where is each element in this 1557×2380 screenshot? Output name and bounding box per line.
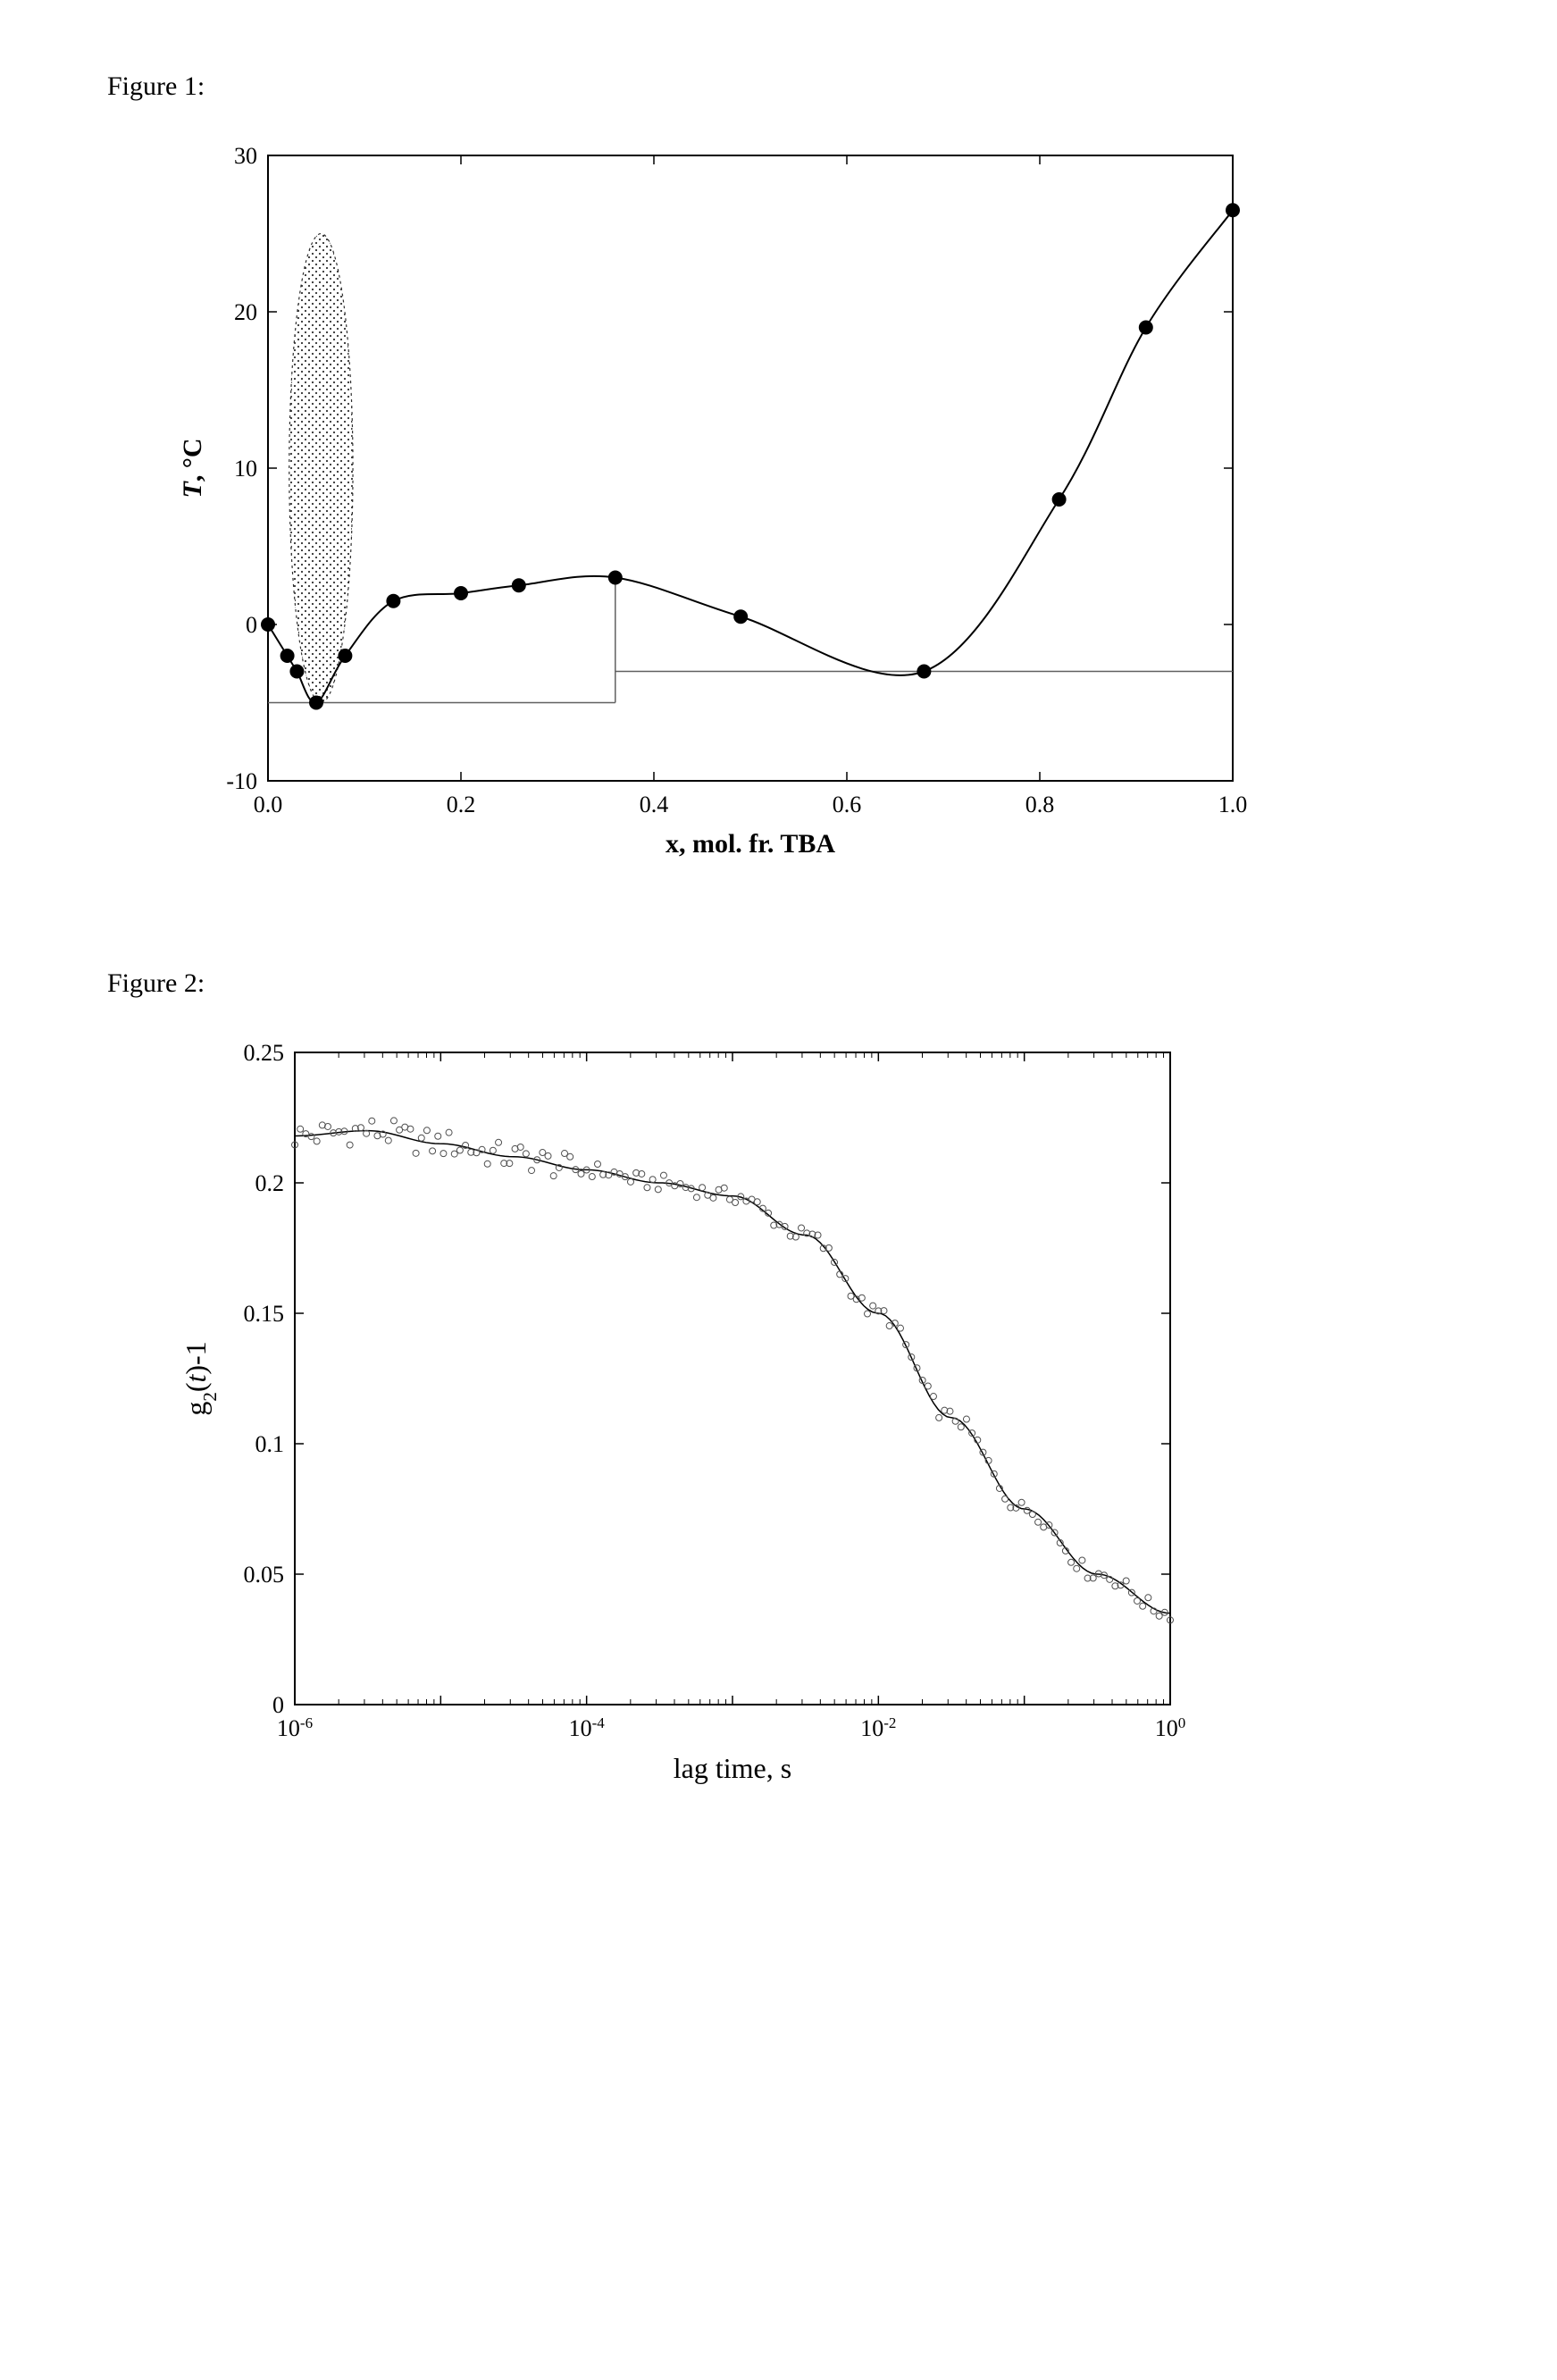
figure-2-chart-wrap: 10-6 10-4 10-2 100 0 0.05 0.1 0.15 0.2 0.25 lag ti… xyxy=(161,1035,1450,1803)
svg-text:0.05: 0.05 xyxy=(244,1562,285,1588)
svg-text:lag time, s: lag time, s xyxy=(674,1752,791,1784)
figure-1-block: Figure 1: 0.0 0.2 0.4 0.6 0.8 1.0 -10 0 10 20 30 x,… xyxy=(107,71,1450,879)
svg-text:T, °C: T, °C xyxy=(178,439,207,499)
svg-text:-10: -10 xyxy=(226,768,257,794)
svg-text:100: 100 xyxy=(1155,1714,1186,1742)
figure-2-label: Figure 2: xyxy=(107,968,1450,999)
svg-text:1.0: 1.0 xyxy=(1218,792,1248,817)
figure-1-chart: 0.0 0.2 0.4 0.6 0.8 1.0 -10 0 10 20 30 x, mol. fr. … xyxy=(161,138,1260,879)
figure-2-chart: 10-6 10-4 10-2 100 0 0.05 0.1 0.15 0.2 0.25 lag ti… xyxy=(161,1035,1197,1803)
svg-text:0.1: 0.1 xyxy=(255,1431,285,1457)
svg-text:0.2: 0.2 xyxy=(447,792,476,817)
svg-text:20: 20 xyxy=(234,299,257,325)
svg-text:10-2: 10-2 xyxy=(860,1714,896,1742)
svg-text:30: 30 xyxy=(234,143,257,169)
svg-text:0.8: 0.8 xyxy=(1025,792,1055,817)
svg-text:10: 10 xyxy=(234,456,257,482)
figure-2-block: Figure 2: 10-6 10-4 10-2 100 0 0.05 0.1 0.15 0.2… xyxy=(107,968,1450,1803)
svg-text:0.15: 0.15 xyxy=(244,1301,285,1327)
svg-text:0.0: 0.0 xyxy=(254,792,283,817)
svg-text:0.2: 0.2 xyxy=(255,1170,285,1196)
figure-1-label: Figure 1: xyxy=(107,71,1450,102)
svg-text:g2(t)-1: g2(t)-1 xyxy=(180,1341,221,1415)
svg-text:0: 0 xyxy=(246,612,257,638)
svg-text:0.25: 0.25 xyxy=(244,1040,285,1066)
figure-1-chart-wrap: 0.0 0.2 0.4 0.6 0.8 1.0 -10 0 10 20 30 x, mol. fr. … xyxy=(161,138,1450,879)
svg-text:0.6: 0.6 xyxy=(833,792,862,817)
svg-text:0: 0 xyxy=(272,1692,284,1718)
svg-text:x, mol. fr. TBA: x, mol. fr. TBA xyxy=(665,829,835,859)
svg-text:10-6: 10-6 xyxy=(277,1714,313,1742)
svg-text:10-4: 10-4 xyxy=(569,1714,606,1742)
svg-text:0.4: 0.4 xyxy=(640,792,669,817)
